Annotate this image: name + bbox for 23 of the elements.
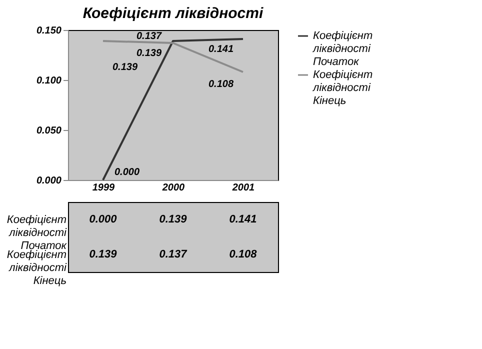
data-label: 0.000 [89,214,118,226]
data-label: 0.108 [229,248,258,260]
legend-label: Коефіцієнт ліквідності Початок [312,30,373,68]
y-tick-label: 0.050 [36,126,62,136]
y-tick-label: 0.150 [36,26,62,36]
x-tick-label: 1999 [92,182,116,194]
text: 0.108 [208,79,234,90]
x-tick-label: 2001 [231,182,256,194]
text: 0.137 [136,31,162,42]
text: 0.139 [136,48,162,59]
chart-title: Коефіцієнт ліквідності [82,5,264,22]
text: Коефіцієнт ліквідності Кінець [6,249,66,287]
text: 0.000 [114,167,140,178]
y-tick-label: 0.100 [36,76,62,86]
text: 0.141 [208,44,234,55]
data-label: 0.141 [229,214,257,226]
data-label: 0.139 [89,248,118,260]
legend-label: Коефіцієнт ліквідності Кінець [312,69,373,107]
x-tick-label: 2000 [161,182,186,194]
text: 0.139 [112,62,138,73]
data-label: 0.139 [159,214,188,226]
data-label: 0.137 [159,248,188,260]
y-tick-label: 0.000 [36,176,62,186]
